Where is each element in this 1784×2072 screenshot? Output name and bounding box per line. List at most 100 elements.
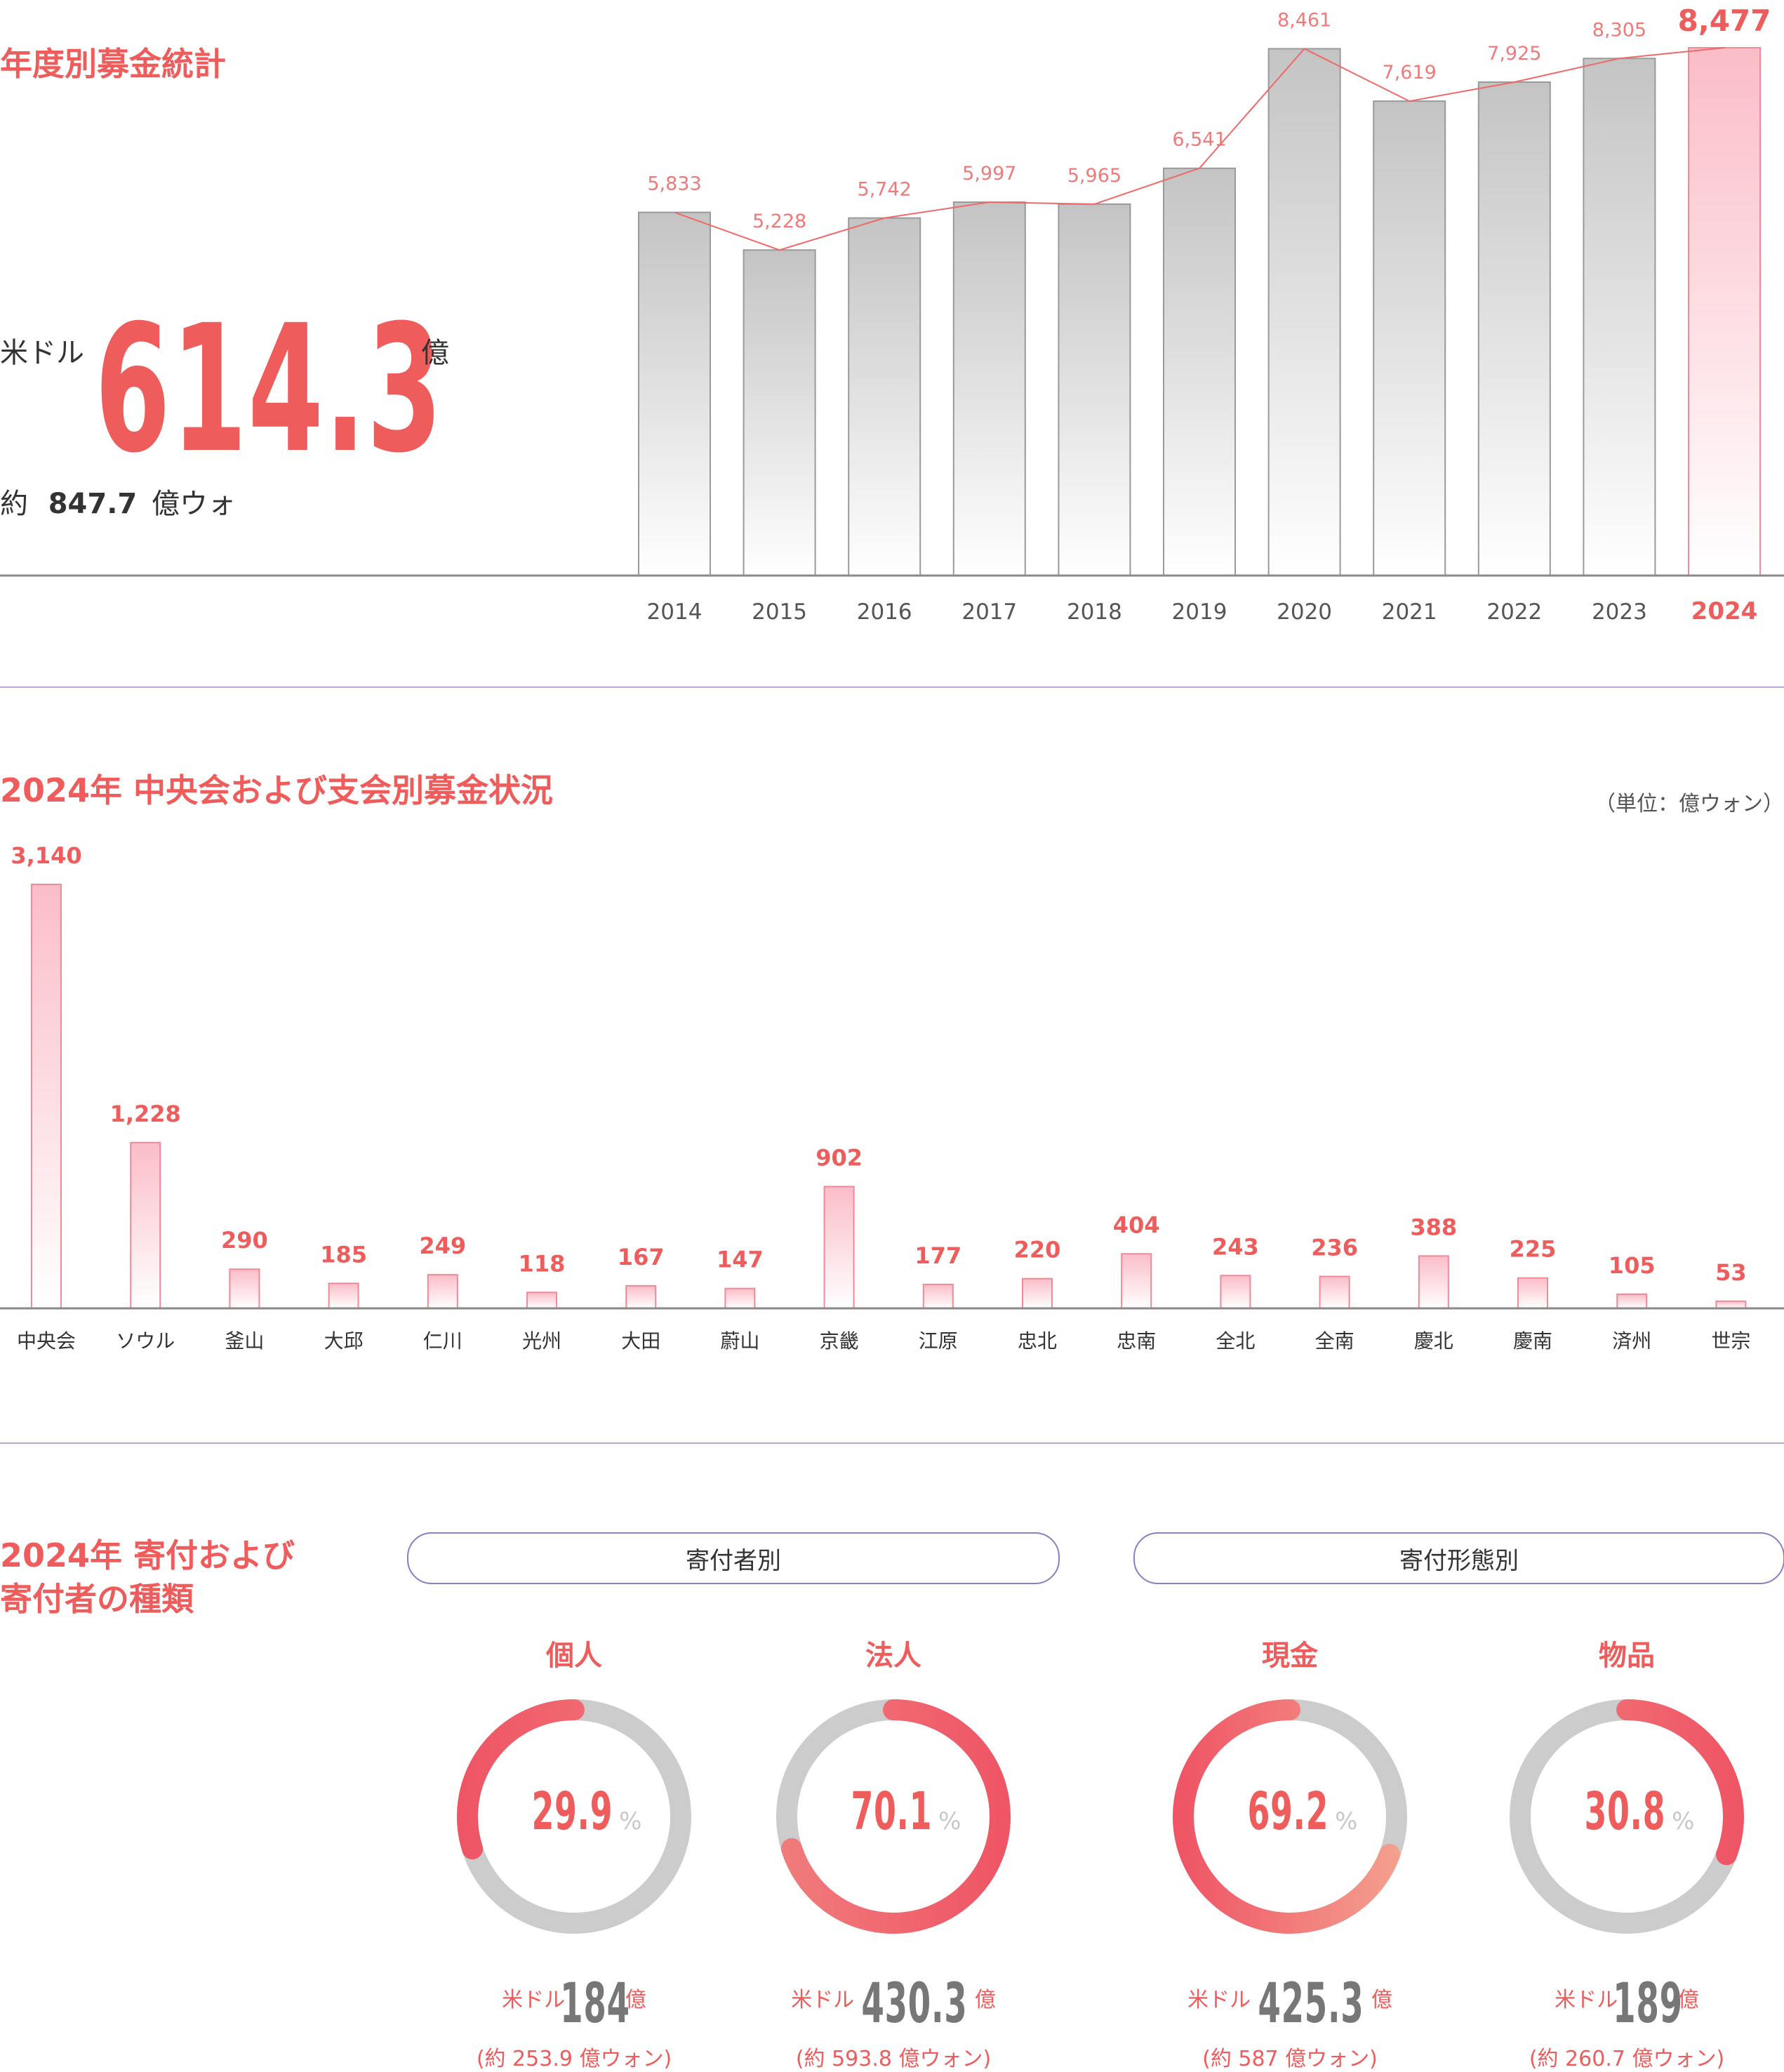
yearly-donation-chart: 5,833 2014 5,228 2015 5,742 2016 5,997 2017 5,96… [0,4,1784,625]
year-bar [1373,100,1446,577]
donut-percent-unit: % [1335,1807,1358,1835]
branch-bar [1715,1300,1747,1310]
donut-krw: (約 587 億ウォン) [1202,2047,1378,2071]
branch-bar [724,1287,756,1310]
branch-bar [1418,1255,1449,1309]
branch-bar [427,1274,458,1310]
branch-tick-label: 江原 [919,1329,958,1353]
branch-tick-label: 済州 [1612,1329,1651,1353]
donut-title: 法人 [865,1640,921,1672]
total-krw-value: 847.7 [48,488,138,520]
year-value-label: 7,925 [1487,43,1541,65]
total-unit-label: 億 [421,337,449,369]
year-tick-label: 2015 [752,599,807,625]
donut-percent-unit: % [1672,1807,1695,1835]
branch-bar [625,1284,657,1309]
branch-value-label: 220 [1014,1237,1061,1263]
year-bar [952,201,1026,576]
donut-chart [457,1699,691,1934]
branch-bar [1616,1293,1648,1310]
section2-title: 2024年 中央会および支会別募金状況 [0,771,554,809]
branch-value-label: 3,140 [11,842,81,869]
year-tick-label: 2018 [1067,599,1122,625]
year-value-label: 5,997 [962,163,1016,185]
year-tick-label: 2014 [647,599,703,625]
branch-value-label: 404 [1113,1211,1160,1238]
branch-tick-label: 釜山 [225,1329,264,1353]
usd-amount: 189 [1613,1972,1683,2036]
donut-usd: 米ドル 425.3 億 [1114,1972,1465,2036]
year-bar [1267,48,1341,576]
donut-title: 個人 [546,1640,602,1672]
donut-percent-unit: % [619,1807,642,1835]
section3-title-line1: 2024年 寄付および [0,1536,295,1574]
year-value-label: 5,833 [647,173,701,195]
branch-bar [922,1283,954,1310]
year-bar [1058,203,1131,576]
usd-currency: 米ドル [502,1988,566,2012]
year-tick-label: 2021 [1382,599,1437,625]
donut-usd: 米ドル184億 [399,1972,750,2036]
branch-bar [526,1291,557,1310]
year-tick-label: 2017 [961,599,1017,625]
branch-value-label: 388 [1410,1214,1457,1240]
usd-currency: 米ドル [1555,1988,1618,2012]
year-tick-label: 2024 [1691,597,1758,625]
donut-arc [457,1699,691,1934]
year-tick-label: 2020 [1277,599,1332,625]
usd-amount: 430.3 [861,1972,968,2036]
branch-tick-label: 大邱 [324,1329,364,1353]
branch-bar [1319,1275,1350,1309]
branch-value-label: 167 [618,1244,665,1270]
branch-tick-label: 光州 [522,1329,561,1353]
branch-value-label: 243 [1212,1233,1259,1260]
donut-percent: 30.8% [1486,1781,1767,1842]
branch-tick-label: 中央会 [17,1329,76,1353]
pill-by-type: 寄付形態別 [1133,1532,1784,1584]
divider-2 [0,1442,1784,1444]
branch-bar [1022,1277,1053,1309]
branch-tick-label: ソウル [116,1329,175,1353]
approx-prefix: 約 [0,488,28,520]
donut-chart [776,1699,1011,1934]
donut-percent-value: 29.9 [531,1781,613,1842]
year-value-label: 8,477 [1678,4,1771,38]
branch-tick-label: 全南 [1315,1329,1354,1353]
donut-krw: (約 253.9 億ウォン) [476,2047,672,2071]
branch-tick-label: 仁川 [423,1329,462,1353]
year-bar [848,217,921,576]
pill-by-donor: 寄付者別 [407,1532,1060,1584]
branch-value-label: 105 [1609,1252,1656,1279]
branch-tick-label: 全北 [1216,1329,1255,1353]
donut-chart [1510,1699,1744,1934]
branch-value-label: 902 [816,1144,863,1171]
usd-currency: 米ドル [1187,1988,1251,2012]
branch-bar [31,884,62,1309]
donut-chart [1173,1699,1407,1934]
total-krw-unit: 億ウォ [151,488,236,520]
donut-percent: 29.9% [434,1781,714,1842]
section1-title: 年度別募金統計 [0,45,226,83]
donut-percent-value: 70.1 [850,1781,932,1842]
total-usd-value: 614.3 [95,287,444,491]
branch-tick-label: 京畿 [820,1329,859,1353]
branch-bar [823,1186,855,1309]
usd-amount: 425.3 [1258,1972,1364,2036]
branch-value-label: 118 [519,1250,566,1277]
branch-tick-label: 慶北 [1414,1329,1453,1353]
year-value-label: 7,619 [1383,62,1437,84]
usd-amount: 184 [560,1972,630,2036]
donut-title: 物品 [1599,1640,1655,1672]
usd-unit: 億 [974,1988,996,2012]
branch-value-label: 177 [914,1242,961,1269]
branch-bar [229,1268,260,1309]
branch-value-label: 147 [717,1247,764,1273]
year-value-label: 8,461 [1277,9,1331,31]
donut-arc [1173,1699,1407,1934]
branch-tick-label: 蔚山 [720,1329,759,1353]
branch-tick-label: 忠北 [1018,1329,1057,1353]
donut-usd: 米ドル 430.3 億 [718,1972,1069,2036]
donut-krw: (約 593.8 億ウォン) [795,2047,992,2071]
year-bar [638,211,711,576]
branch-tick-label: 大田 [621,1329,660,1353]
